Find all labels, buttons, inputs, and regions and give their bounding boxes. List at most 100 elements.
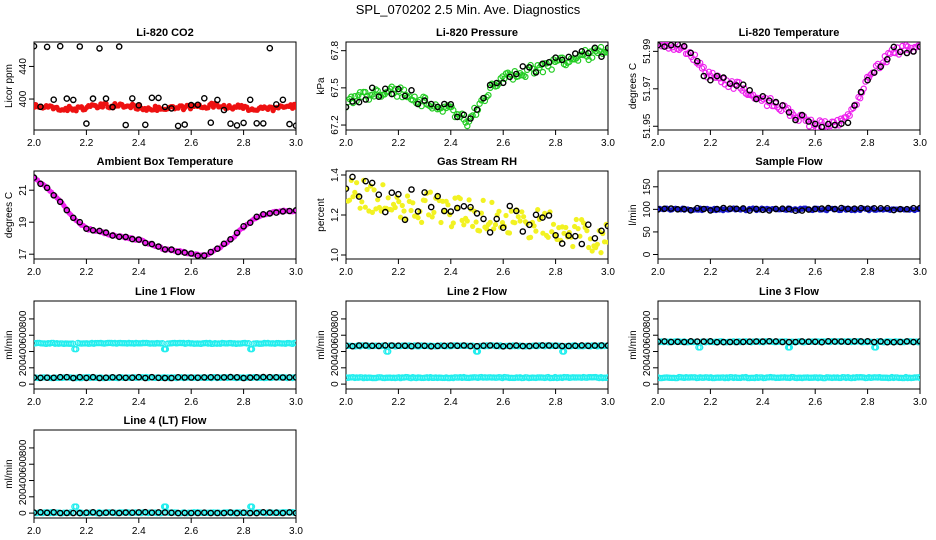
data-point bbox=[658, 206, 662, 213]
data-point bbox=[83, 225, 90, 232]
data-point bbox=[857, 338, 865, 345]
data-point bbox=[795, 117, 802, 124]
x-tick-label: 2.2 bbox=[391, 267, 405, 278]
data-point bbox=[450, 220, 456, 226]
data-point bbox=[658, 338, 662, 345]
y-tick-label: 19 bbox=[18, 216, 29, 228]
data-point bbox=[135, 509, 143, 516]
data-point bbox=[89, 373, 97, 381]
data-point bbox=[447, 208, 455, 215]
data-point bbox=[792, 116, 799, 124]
x-tick-label: 3.0 bbox=[913, 138, 927, 149]
data-point bbox=[785, 205, 793, 213]
data-point bbox=[818, 338, 826, 346]
data-point bbox=[851, 337, 858, 345]
data-point bbox=[903, 205, 911, 213]
y-axis-label: ml/min bbox=[4, 459, 15, 488]
x-tick-label: 2.6 bbox=[184, 267, 198, 278]
data-point bbox=[174, 248, 182, 256]
data-point bbox=[194, 509, 202, 517]
data-point bbox=[838, 120, 845, 127]
data-point bbox=[259, 508, 267, 516]
data-point bbox=[539, 68, 547, 76]
y-axis-label: Licor ppm bbox=[4, 64, 15, 108]
data-point bbox=[519, 63, 527, 70]
data-point bbox=[897, 205, 904, 213]
plot-frame bbox=[33, 41, 297, 131]
data-point bbox=[248, 345, 255, 353]
data-point bbox=[513, 342, 520, 349]
data-point bbox=[168, 509, 175, 517]
data-point bbox=[890, 338, 898, 346]
data-point bbox=[37, 180, 44, 188]
data-point bbox=[460, 111, 468, 119]
data-point bbox=[56, 42, 64, 50]
data-points bbox=[658, 204, 920, 214]
data-point bbox=[489, 199, 495, 205]
data-point bbox=[563, 224, 569, 231]
data-point bbox=[674, 42, 681, 48]
data-point bbox=[844, 119, 852, 127]
x-tick-label: 2.8 bbox=[861, 267, 875, 278]
plot-frame bbox=[345, 41, 609, 131]
data-point bbox=[604, 47, 608, 54]
data-point bbox=[528, 234, 534, 240]
y-tick-label: 600 bbox=[330, 326, 341, 343]
data-point bbox=[508, 208, 514, 214]
data-point bbox=[369, 91, 376, 98]
data-point bbox=[72, 345, 80, 353]
x-tick-label: 2.6 bbox=[808, 267, 822, 278]
panel-7: Line 2 Flow 2.0 2.2 2.4 2.6 2.8 3.0 0 2004006008… bbox=[316, 286, 615, 408]
data-point bbox=[831, 121, 839, 129]
data-point bbox=[739, 81, 747, 88]
data-point bbox=[486, 342, 494, 349]
y-tick-label: 51.95 bbox=[642, 113, 653, 138]
plot-frame bbox=[345, 300, 609, 390]
data-point bbox=[486, 229, 494, 236]
y-tick-label: 600 bbox=[642, 326, 653, 343]
data-point bbox=[877, 204, 885, 212]
x-tick-label: 2.0 bbox=[27, 397, 41, 408]
plot-frame bbox=[33, 429, 297, 519]
data-point bbox=[168, 105, 175, 112]
x-tick-label: 2.2 bbox=[391, 138, 405, 149]
data-point bbox=[513, 207, 520, 215]
data-point bbox=[395, 342, 402, 350]
x-tick-label: 2.4 bbox=[756, 397, 770, 408]
data-point bbox=[483, 93, 490, 101]
x-tick-label: 2.8 bbox=[861, 138, 875, 149]
data-point bbox=[501, 75, 508, 83]
data-point bbox=[521, 214, 527, 220]
data-point bbox=[910, 338, 917, 346]
data-point bbox=[591, 234, 599, 242]
data-point bbox=[480, 215, 487, 223]
data-point bbox=[359, 199, 365, 205]
x-tick-label: 2.4 bbox=[444, 267, 458, 278]
data-point bbox=[368, 342, 376, 350]
y-tick-label: 0 bbox=[18, 510, 29, 516]
data-point bbox=[825, 120, 832, 128]
data-point bbox=[50, 508, 58, 516]
data-point bbox=[695, 61, 702, 68]
data-point bbox=[253, 213, 261, 221]
y-axis-label: kPa bbox=[316, 77, 327, 95]
x-tick-label: 2.8 bbox=[861, 397, 875, 408]
data-point bbox=[70, 374, 77, 382]
data-point bbox=[214, 96, 221, 104]
x-tick-label: 2.2 bbox=[703, 267, 717, 278]
data-point bbox=[485, 91, 492, 99]
data-point bbox=[467, 203, 474, 211]
data-point bbox=[220, 509, 228, 517]
data-point bbox=[181, 121, 188, 128]
data-point bbox=[661, 205, 668, 213]
data-point bbox=[605, 239, 608, 245]
y-tick-label: 67.5 bbox=[330, 78, 341, 98]
data-point bbox=[76, 218, 84, 226]
data-point bbox=[503, 212, 509, 219]
panel-grid: Li-820 CO2 2.0 2.2 2.4 2.6 2.8 3.0 400 440Licor … bbox=[4, 27, 927, 537]
data-point bbox=[825, 204, 832, 212]
data-point bbox=[422, 197, 428, 204]
data-points bbox=[34, 174, 296, 259]
data-point bbox=[253, 120, 261, 127]
data-point bbox=[220, 240, 228, 248]
